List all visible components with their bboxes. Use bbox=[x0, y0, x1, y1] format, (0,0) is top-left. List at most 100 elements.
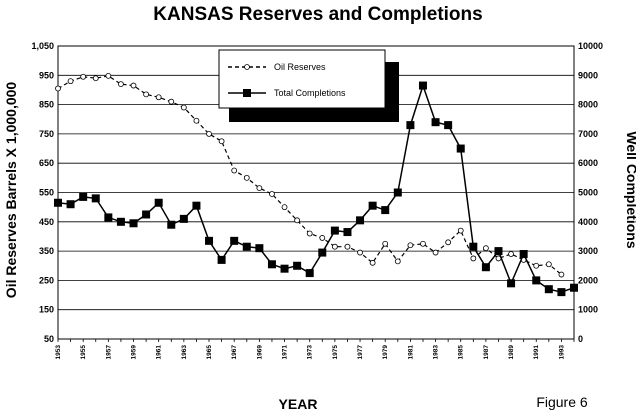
data-point-total-completions bbox=[544, 285, 553, 294]
data-point-oil-reserves bbox=[180, 104, 187, 111]
x-tick-label: 1955 bbox=[80, 345, 87, 360]
data-point-oil-reserves bbox=[193, 117, 200, 124]
data-point-total-completions bbox=[116, 217, 125, 226]
data-point-total-completions bbox=[532, 276, 541, 285]
legend-marker-oil-reserves bbox=[244, 64, 250, 70]
legend-label-oil-reserves: Oil Reserves bbox=[274, 62, 326, 72]
data-point-total-completions bbox=[293, 261, 302, 270]
x-tick-label: 1987 bbox=[483, 345, 490, 360]
data-point-total-completions bbox=[142, 210, 151, 219]
data-point-oil-reserves bbox=[369, 259, 376, 266]
right-tick-label: 9000 bbox=[578, 70, 598, 80]
data-point-total-completions bbox=[393, 188, 402, 197]
x-tick-label: 1993 bbox=[558, 345, 565, 360]
right-tick-label: 2000 bbox=[578, 275, 598, 285]
left-tick-label: 650 bbox=[39, 158, 54, 168]
data-point-oil-reserves bbox=[483, 245, 489, 252]
data-point-oil-reserves bbox=[168, 98, 175, 105]
data-point-total-completions bbox=[205, 236, 214, 245]
data-point-oil-reserves bbox=[558, 271, 565, 278]
x-tick-label: 1953 bbox=[55, 345, 62, 360]
data-point-total-completions bbox=[217, 255, 226, 264]
data-point-oil-reserves bbox=[394, 258, 401, 265]
data-point-total-completions bbox=[469, 242, 478, 251]
data-point-oil-reserves bbox=[344, 243, 351, 250]
data-point-total-completions bbox=[330, 226, 339, 235]
data-point-total-completions bbox=[557, 288, 566, 297]
x-tick-label: 1963 bbox=[181, 345, 188, 360]
data-point-total-completions bbox=[129, 219, 138, 228]
left-tick-label: 250 bbox=[39, 275, 54, 285]
left-tick-label: 850 bbox=[39, 100, 54, 110]
data-point-total-completions bbox=[519, 250, 528, 259]
left-tick-label: 50 bbox=[44, 334, 54, 344]
data-point-oil-reserves bbox=[231, 167, 238, 174]
left-tick-label: 1,050 bbox=[31, 41, 54, 51]
x-tick-label: 1991 bbox=[533, 345, 540, 360]
data-point-total-completions bbox=[381, 206, 390, 215]
right-tick-label: 3000 bbox=[578, 246, 598, 256]
data-point-oil-reserves bbox=[457, 227, 464, 234]
data-point-oil-reserves bbox=[432, 249, 439, 256]
x-tick-label: 1967 bbox=[231, 345, 238, 360]
data-point-total-completions bbox=[255, 244, 264, 253]
x-tick-label: 1983 bbox=[433, 345, 440, 360]
x-tick-label: 1961 bbox=[156, 345, 163, 360]
data-point-total-completions bbox=[280, 264, 289, 273]
x-tick-label: 1981 bbox=[407, 345, 414, 360]
data-point-total-completions bbox=[66, 200, 75, 209]
data-point-total-completions bbox=[267, 260, 276, 269]
data-point-total-completions bbox=[318, 248, 327, 257]
data-point-oil-reserves bbox=[105, 72, 112, 79]
left-tick-label: 750 bbox=[39, 129, 54, 139]
legend: Oil Reserves Total Completions bbox=[218, 49, 399, 122]
right-tick-label: 0 bbox=[578, 334, 583, 344]
data-point-oil-reserves bbox=[306, 230, 313, 237]
left-tick-label: 150 bbox=[39, 305, 54, 315]
right-tick-label: 1000 bbox=[578, 305, 598, 315]
data-point-oil-reserves bbox=[382, 240, 389, 247]
data-point-oil-reserves bbox=[80, 73, 87, 80]
data-point-oil-reserves bbox=[243, 174, 250, 181]
data-point-oil-reserves bbox=[218, 138, 225, 145]
x-tick-label: 1957 bbox=[105, 345, 112, 360]
x-axis-title: YEAR bbox=[279, 396, 318, 412]
x-tick-label: 1979 bbox=[382, 345, 389, 360]
x-tick-label: 1969 bbox=[256, 345, 263, 360]
data-point-oil-reserves bbox=[67, 78, 74, 85]
data-point-total-completions bbox=[230, 236, 239, 245]
left-axis-ticks: 1,050 950 850 750 650 550 450 350 250 150 50 bbox=[31, 41, 54, 344]
data-point-oil-reserves bbox=[281, 204, 288, 211]
data-point-total-completions bbox=[418, 81, 427, 90]
right-tick-label: 5000 bbox=[578, 188, 598, 198]
data-point-oil-reserves bbox=[445, 239, 452, 246]
legend-marker-total-completions bbox=[243, 89, 251, 97]
data-point-total-completions bbox=[356, 216, 365, 225]
data-point-total-completions bbox=[154, 198, 163, 207]
data-point-oil-reserves bbox=[470, 255, 477, 262]
data-point-total-completions bbox=[192, 201, 201, 210]
data-point-total-completions bbox=[456, 144, 465, 153]
x-tick-label: 1985 bbox=[458, 345, 465, 360]
x-tick-label: 1971 bbox=[282, 345, 289, 360]
data-point-total-completions bbox=[91, 194, 100, 203]
x-tick-label: 1989 bbox=[508, 345, 515, 360]
right-tick-label: 10000 bbox=[578, 41, 603, 51]
data-point-total-completions bbox=[242, 242, 251, 251]
data-point-oil-reserves bbox=[143, 91, 149, 98]
legend-box bbox=[218, 49, 386, 109]
data-point-oil-reserves bbox=[357, 249, 363, 256]
right-tick-label: 6000 bbox=[578, 158, 598, 168]
data-point-oil-reserves bbox=[92, 75, 99, 82]
x-tick-label: 1973 bbox=[307, 345, 314, 360]
data-point-oil-reserves bbox=[269, 191, 275, 197]
data-point-total-completions bbox=[343, 228, 352, 237]
data-point-oil-reserves bbox=[206, 130, 212, 137]
legend-item-oil-reserves: Oil Reserves bbox=[228, 62, 326, 72]
left-tick-label: 450 bbox=[39, 217, 54, 227]
x-tick-label: 1965 bbox=[206, 345, 213, 360]
data-point-oil-reserves bbox=[256, 185, 263, 192]
data-point-total-completions bbox=[570, 283, 578, 292]
x-tick-label: 1959 bbox=[131, 345, 138, 360]
data-point-oil-reserves bbox=[545, 261, 552, 268]
